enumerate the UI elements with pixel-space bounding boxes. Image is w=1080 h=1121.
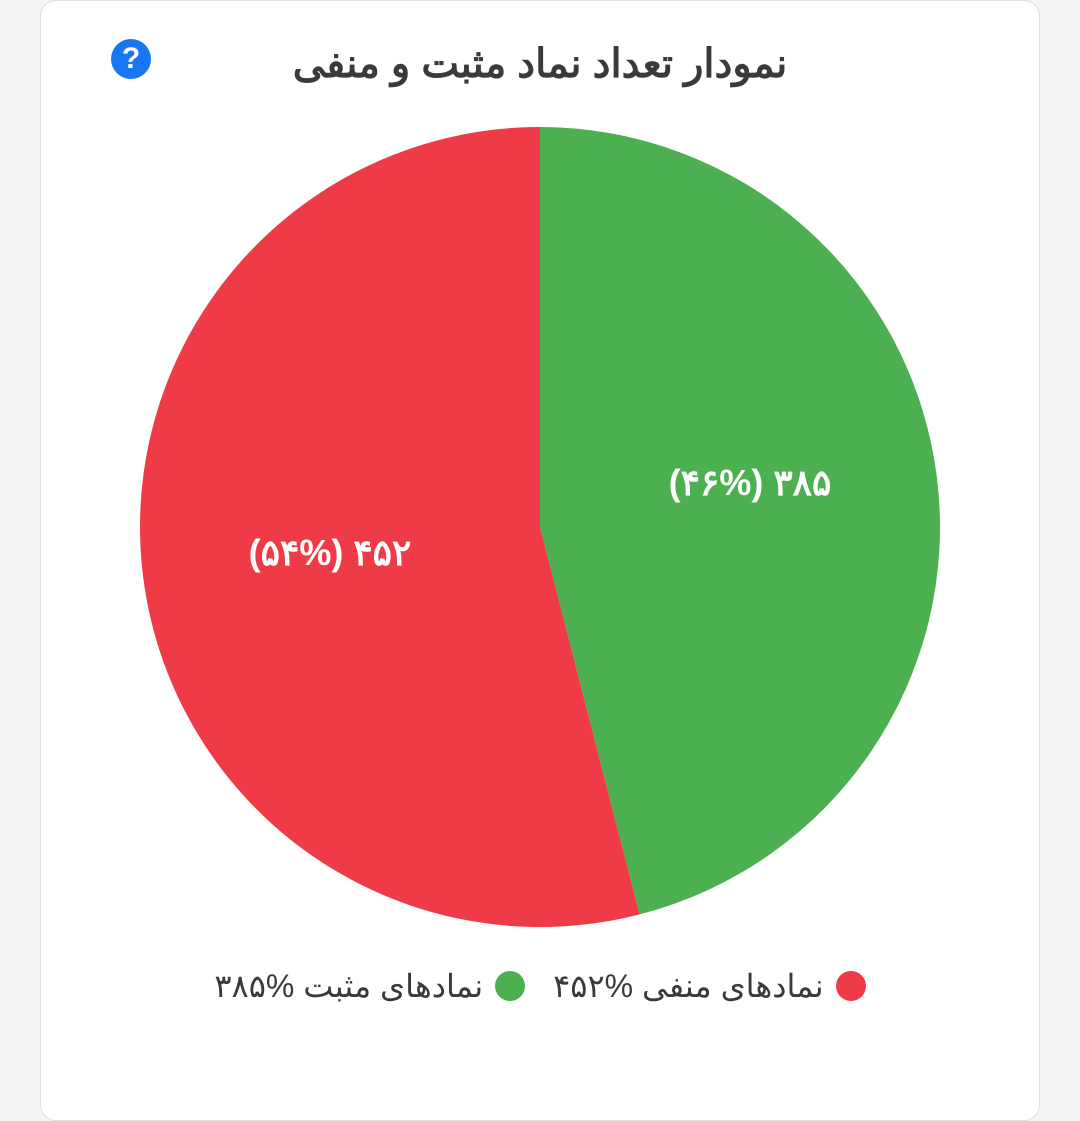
legend-label-negative: نمادهای منفی %۴۵۲ (553, 967, 824, 1005)
legend-dot-negative (836, 971, 866, 1001)
pie-chart: ۳۸۵ (۴۶%) ۴۵۲ (۵۴%) (130, 117, 950, 937)
legend-item-negative[interactable]: نمادهای منفی %۴۵۲ (553, 967, 866, 1005)
help-glyph: ? (122, 42, 140, 76)
slice-label-negative: ۴۵۲ (۵۴%) (249, 532, 412, 573)
legend-label-positive: نمادهای مثبت %۳۸۵ (214, 967, 483, 1005)
help-icon[interactable]: ? (111, 39, 151, 79)
slice-label-positive: ۳۸۵ (۴۶%) (669, 462, 832, 503)
chart-title: نمودار تعداد نماد مثبت و منفی (61, 41, 1019, 87)
pie-chart-wrap: ۳۸۵ (۴۶%) ۴۵۲ (۵۴%) (61, 117, 1019, 937)
legend: نمادهای منفی %۴۵۲ نمادهای مثبت %۳۸۵ (61, 967, 1019, 1005)
chart-card: ? نمودار تعداد نماد مثبت و منفی ۳۸۵ (۴۶%… (40, 0, 1040, 1121)
legend-dot-positive (495, 971, 525, 1001)
legend-item-positive[interactable]: نمادهای مثبت %۳۸۵ (214, 967, 525, 1005)
